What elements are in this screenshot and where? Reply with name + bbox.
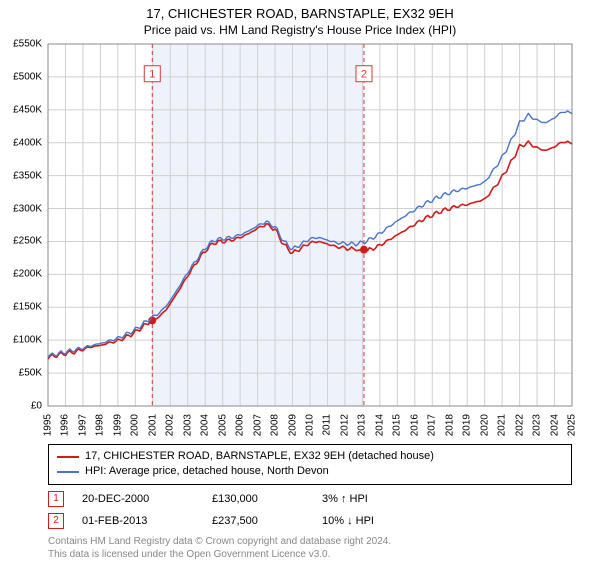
- y-tick-label: £550K: [0, 39, 42, 50]
- transaction-row: 1 20-DEC-2000£130,0003% ↑ HPI: [48, 491, 572, 507]
- transaction-date: 20-DEC-2000: [82, 493, 212, 505]
- x-tick-label: 1996: [60, 414, 71, 436]
- y-tick-label: £300K: [0, 203, 42, 214]
- x-tick-label: 1999: [112, 414, 123, 436]
- legend-label: 17, CHICHESTER ROAD, BARNSTAPLE, EX32 9E…: [85, 449, 434, 464]
- y-tick-label: £500K: [0, 71, 42, 82]
- x-tick-label: 2011: [322, 414, 333, 436]
- plot-svg: 12: [48, 44, 572, 406]
- x-tick-label: 2013: [357, 414, 368, 436]
- x-tick-label: 2016: [409, 414, 420, 436]
- x-tick-label: 2012: [339, 414, 350, 436]
- x-tick-label: 2025: [567, 414, 578, 436]
- x-tick-label: 1995: [43, 414, 54, 436]
- x-tick-label: 2002: [165, 414, 176, 436]
- transaction-price: £237,500: [212, 515, 322, 527]
- x-tick-label: 2000: [130, 414, 141, 436]
- x-tick-label: 2010: [305, 414, 316, 436]
- y-tick-label: £150K: [0, 302, 42, 313]
- y-tick-label: £250K: [0, 236, 42, 247]
- x-tick-label: 2009: [287, 414, 298, 436]
- legend: 17, CHICHESTER ROAD, BARNSTAPLE, EX32 9E…: [48, 444, 572, 485]
- x-tick-label: 1998: [95, 414, 106, 436]
- transaction-delta: 3% ↑ HPI: [322, 493, 572, 505]
- transaction-row: 2 01-FEB-2013£237,50010% ↓ HPI: [48, 513, 572, 529]
- x-tick-label: 2007: [252, 414, 263, 436]
- legend-label: HPI: Average price, detached house, Nort…: [85, 464, 329, 479]
- legend-swatch: [57, 456, 79, 458]
- svg-text:2: 2: [361, 69, 367, 81]
- x-tick-label: 2024: [549, 414, 560, 436]
- y-tick-label: £50K: [0, 368, 42, 379]
- transaction-date: 01-FEB-2013: [82, 515, 212, 527]
- x-tick-label: 1997: [77, 414, 88, 436]
- x-tick-label: 2015: [392, 414, 403, 436]
- attribution: Contains HM Land Registry data © Crown c…: [48, 535, 572, 561]
- x-tick-label: 2019: [462, 414, 473, 436]
- attribution-line-1: Contains HM Land Registry data © Crown c…: [48, 536, 391, 547]
- legend-row: HPI: Average price, detached house, Nort…: [57, 464, 563, 479]
- chart-container: 17, CHICHESTER ROAD, BARNSTAPLE, EX32 9E…: [0, 0, 600, 560]
- x-tick-label: 2022: [514, 414, 525, 436]
- x-tick-label: 2017: [427, 414, 438, 436]
- x-tick-label: 2004: [200, 414, 211, 436]
- x-tick-label: 2001: [147, 414, 158, 436]
- transaction-marker: 1: [48, 491, 64, 507]
- y-tick-label: £450K: [0, 104, 42, 115]
- x-tick-label: 2006: [235, 414, 246, 436]
- y-tick-label: £350K: [0, 170, 42, 181]
- y-tick-label: £200K: [0, 269, 42, 280]
- x-tick-label: 2018: [444, 414, 455, 436]
- y-tick-label: £400K: [0, 137, 42, 148]
- transaction-delta: 10% ↓ HPI: [322, 515, 572, 527]
- legend-row: 17, CHICHESTER ROAD, BARNSTAPLE, EX32 9E…: [57, 449, 563, 464]
- svg-text:1: 1: [149, 69, 155, 81]
- x-tick-label: 2023: [532, 414, 543, 436]
- legend-swatch: [57, 471, 79, 473]
- chart-title: 17, CHICHESTER ROAD, BARNSTAPLE, EX32 9E…: [0, 0, 600, 21]
- transaction-price: £130,000: [212, 493, 322, 505]
- transaction-marker: 2: [48, 513, 64, 529]
- y-tick-label: £0: [0, 401, 42, 412]
- y-tick-label: £100K: [0, 335, 42, 346]
- x-tick-label: 2003: [182, 414, 193, 436]
- x-tick-label: 2008: [270, 414, 281, 436]
- x-tick-label: 2021: [497, 414, 508, 436]
- x-tick-label: 2005: [217, 414, 228, 436]
- plot-area: 12 £0£50K£100K£150K£200K£250K£300K£350K£…: [48, 44, 572, 406]
- x-tick-label: 2014: [374, 414, 385, 436]
- x-tick-label: 2020: [479, 414, 490, 436]
- attribution-line-2: This data is licensed under the Open Gov…: [48, 549, 330, 560]
- chart-subtitle: Price paid vs. HM Land Registry's House …: [0, 21, 600, 37]
